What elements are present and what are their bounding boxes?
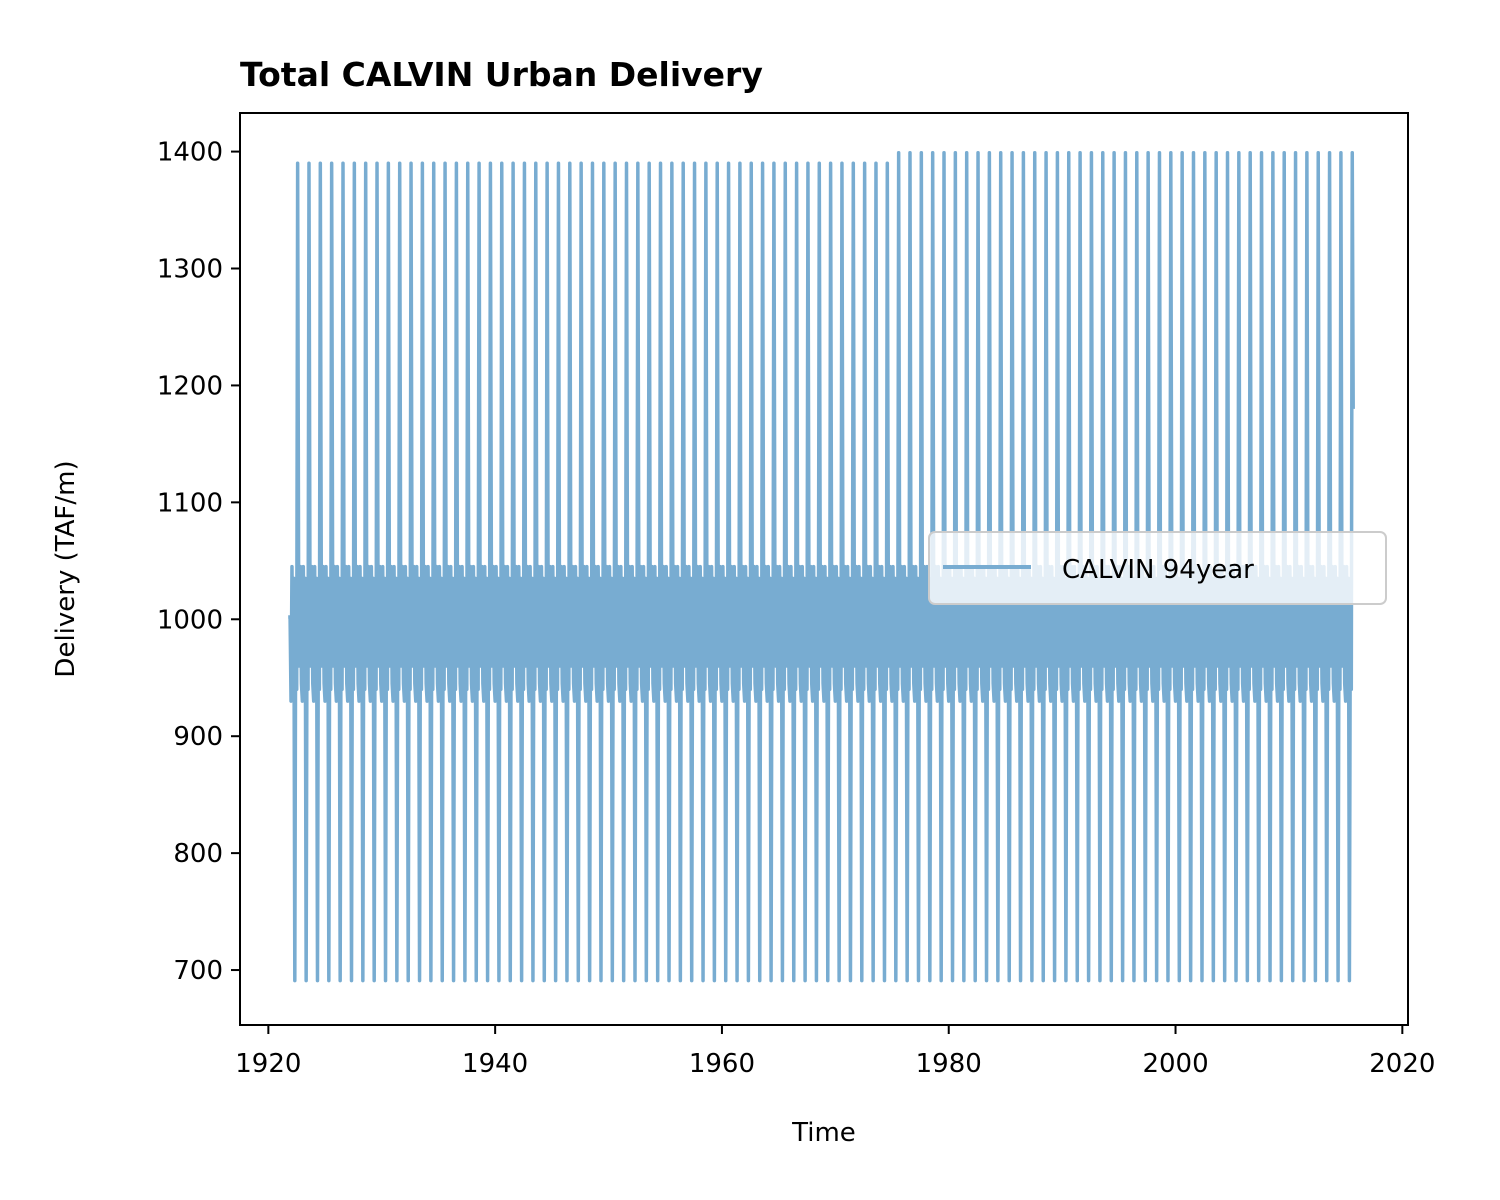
- y-tick-label: 1400: [157, 138, 223, 168]
- x-tick-label: 1940: [462, 1049, 528, 1079]
- legend: CALVIN 94year: [928, 531, 1387, 605]
- y-tick-label: 900: [173, 722, 223, 752]
- y-tick-label: 800: [173, 839, 223, 869]
- x-tick-label: 1980: [916, 1049, 982, 1079]
- plot-frame: [239, 112, 1409, 1026]
- y-tick-label: 1300: [157, 255, 223, 285]
- x-tick-label: 1960: [689, 1049, 755, 1079]
- x-tick-label: 1920: [235, 1049, 301, 1079]
- x-tick-label: 2020: [1369, 1049, 1435, 1079]
- y-axis: 700 800 900 1000 1100 1200 1300 1400: [157, 138, 240, 986]
- y-tick-label: 700: [173, 956, 223, 986]
- legend-box: [928, 531, 1387, 605]
- series-layer: [287, 151, 1355, 983]
- y-tick-label: 1200: [157, 371, 223, 401]
- series-line-calvin-94year: [287, 151, 1355, 983]
- x-tick-label: 2000: [1142, 1049, 1208, 1079]
- y-axis-label: Delivery (TAF/m): [51, 460, 81, 677]
- x-axis: 1920 1940 1960 1980 2000 2020: [235, 1025, 1435, 1079]
- x-axis-label: Time: [791, 1118, 856, 1148]
- y-tick-label: 1100: [157, 488, 223, 518]
- legend-label: CALVIN 94year: [1062, 555, 1254, 585]
- chart-title: Total CALVIN Urban Delivery: [240, 55, 763, 94]
- y-tick-label: 1000: [157, 605, 223, 635]
